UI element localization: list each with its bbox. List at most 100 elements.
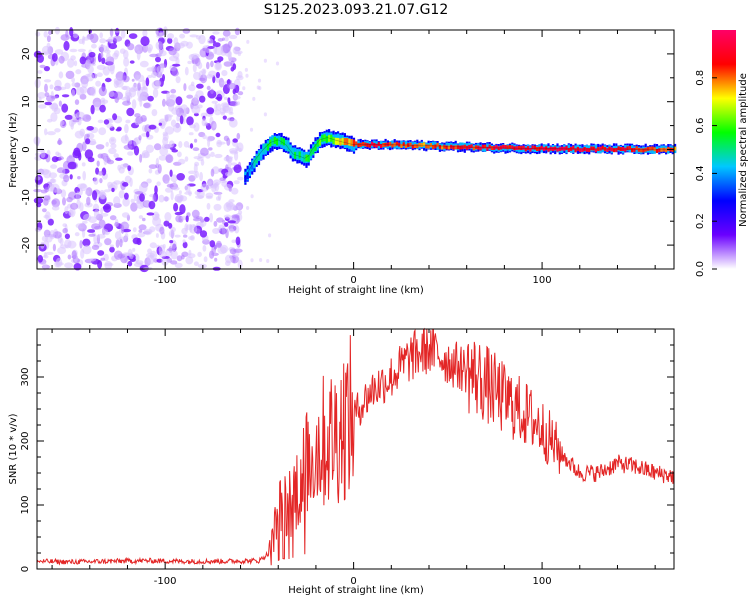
noise-speck — [185, 215, 189, 223]
noise-speck — [95, 80, 101, 87]
noise-speck — [215, 62, 221, 70]
noise-speck — [98, 44, 108, 53]
noise-speck — [206, 202, 211, 210]
noise-speck — [122, 197, 130, 207]
noise-speck — [169, 240, 174, 244]
track-cell — [499, 145, 503, 150]
track-cell — [402, 142, 405, 147]
noise-speck — [195, 195, 204, 199]
noise-speck — [132, 247, 136, 252]
noise-speck — [120, 135, 130, 144]
noise-speck — [231, 239, 236, 244]
track-cell — [484, 144, 487, 149]
y-tick-label: 0 — [21, 146, 32, 152]
noise-speck — [152, 88, 159, 98]
track-cell — [567, 144, 570, 151]
noise-speck — [39, 64, 46, 69]
noise-speck — [158, 50, 167, 57]
noise-speck — [216, 103, 222, 111]
noise-speck — [143, 151, 150, 158]
noise-speck — [36, 54, 45, 63]
noise-speck — [57, 247, 67, 255]
noise-speck — [206, 135, 214, 142]
noise-speck — [198, 34, 206, 45]
noise-speck — [162, 74, 165, 82]
track-cell — [574, 148, 577, 153]
noise-speck — [246, 206, 250, 210]
noise-speck — [225, 254, 233, 264]
noise-speck — [199, 171, 204, 182]
track-cell — [389, 142, 392, 146]
track-cell — [411, 144, 414, 149]
noise-speck — [67, 58, 75, 68]
track-cell — [631, 148, 634, 152]
noise-speck — [173, 37, 179, 46]
noise-speck — [244, 67, 248, 72]
track-cell — [642, 148, 645, 153]
track-cell — [518, 145, 521, 150]
noise-speck — [156, 258, 163, 263]
noise-speck — [85, 59, 92, 69]
track-cell — [594, 144, 597, 151]
track-cell — [533, 145, 536, 150]
track-cell — [298, 151, 301, 159]
noise-speck — [176, 115, 180, 122]
noise-speck — [146, 67, 155, 72]
noise-speck — [199, 95, 206, 103]
noise-speck — [132, 237, 141, 245]
noise-speck — [191, 209, 200, 219]
noise-speck — [88, 233, 96, 237]
noise-speck — [175, 96, 183, 106]
noise-speck — [50, 164, 58, 169]
track-cell — [633, 148, 636, 152]
noise-speck — [202, 47, 207, 52]
noise-speck — [69, 27, 74, 37]
noise-speck — [199, 230, 208, 238]
noise-speck — [100, 191, 107, 200]
noise-speck — [35, 176, 41, 181]
noise-speck — [174, 234, 181, 238]
noise-speck — [108, 90, 115, 97]
track-cell — [271, 138, 274, 146]
noise-speck — [159, 226, 165, 235]
track-cell — [355, 142, 358, 149]
noise-speck — [125, 92, 132, 97]
noise-speck — [213, 46, 218, 55]
noise-speck — [43, 66, 51, 72]
noise-speck — [96, 233, 106, 239]
noise-speck — [64, 239, 72, 249]
track-cell — [260, 149, 263, 157]
noise-speck — [78, 38, 84, 45]
track-cell — [524, 147, 527, 152]
noise-speck — [114, 250, 123, 260]
noise-speck — [37, 92, 46, 99]
noise-speck — [237, 259, 243, 269]
noise-speck — [210, 151, 215, 158]
track-cell — [547, 147, 550, 152]
noise-speck — [237, 176, 244, 181]
track-cell — [597, 147, 600, 151]
track-cell — [588, 148, 591, 152]
track-cell — [567, 147, 570, 152]
track-cell — [285, 140, 288, 148]
noise-speck — [139, 193, 145, 202]
noise-speck — [207, 89, 217, 99]
noise-speck — [96, 72, 103, 77]
noise-speck — [223, 202, 232, 213]
noise-speck — [245, 73, 249, 78]
noise-speck — [97, 250, 105, 256]
noise-speck — [43, 254, 49, 259]
noise-speck — [127, 248, 133, 257]
x-tick-label: -100 — [154, 576, 177, 587]
track-cell — [413, 144, 417, 148]
noise-speck — [138, 215, 143, 219]
noise-speck — [162, 196, 170, 202]
noise-speck — [200, 159, 205, 166]
noise-speck — [222, 37, 225, 41]
noise-speck — [137, 82, 141, 91]
noise-speck — [211, 100, 218, 104]
noise-speck — [124, 233, 129, 239]
noise-speck — [266, 259, 270, 263]
noise-speck — [174, 195, 183, 203]
noise-speck — [44, 83, 48, 93]
